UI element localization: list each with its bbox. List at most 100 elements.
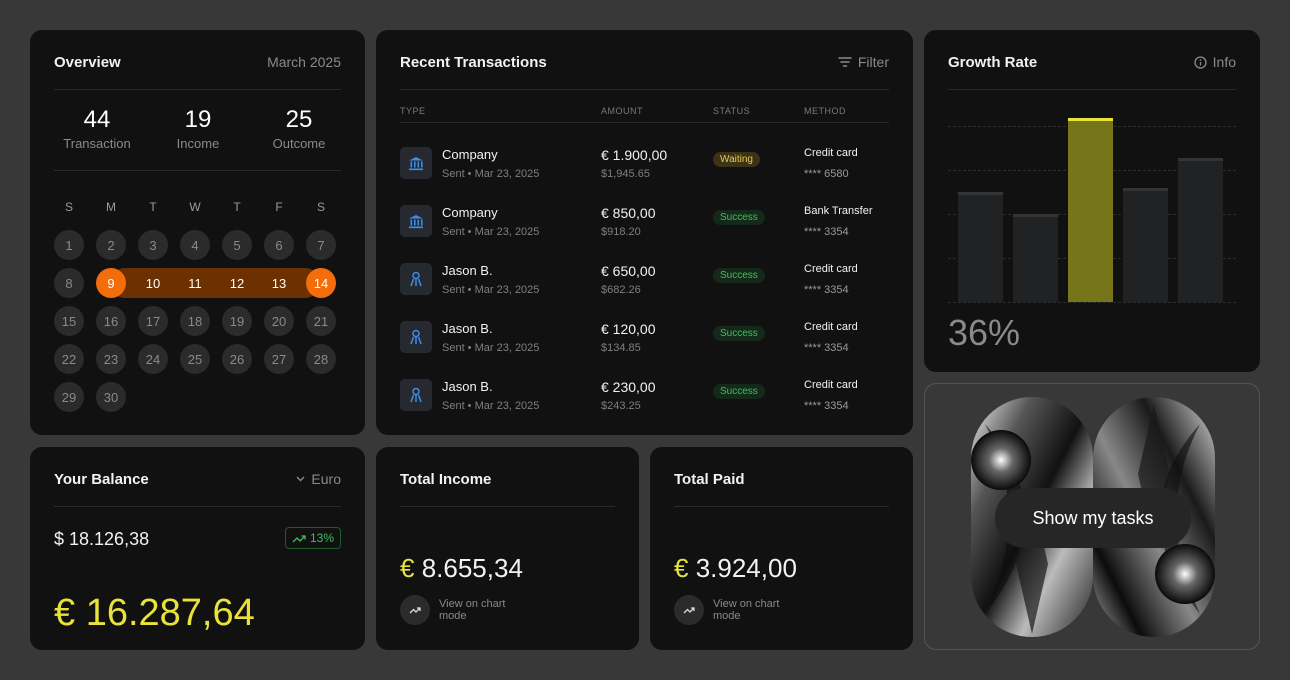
calendar-day[interactable]: 4 [180,230,210,260]
info-icon [1193,55,1207,69]
transaction-name: Jason B. [442,379,493,394]
calendar-day[interactable]: 12 [229,275,245,291]
table-row[interactable]: Company Sent • Mar 23, 2025 € 1.900,00 $1,9… [400,139,889,197]
stat-transaction: 44 Transaction [47,106,147,151]
table-row[interactable]: Jason B. Sent • Mar 23, 2025 € 230,00 $243.… [400,371,889,429]
status-badge: Waiting [713,152,760,167]
grid-line [948,302,1236,303]
col-method: METHOD [804,106,846,116]
currency-select-label: Euro [311,471,341,487]
change-value: 13% [309,531,334,545]
trend-up-icon [683,607,695,614]
payment-method: Bank Transfer [804,205,873,217]
transactions-title: Recent Transactions [400,54,547,71]
tasks-art-card: Show my tasks [924,383,1260,650]
total-paid-card: Total Paid € 3.924,00 View on chart mode [650,447,913,650]
weekday-label: M [106,200,116,214]
calendar-day[interactable]: 5 [222,230,252,260]
trend-circle [674,595,704,625]
stat-label: Income [176,136,220,151]
calendar-day[interactable]: 25 [180,344,210,374]
show-tasks-button[interactable]: Show my tasks [995,488,1191,548]
card-number: **** 3354 [804,400,849,412]
transaction-amount: € 850,00 [601,205,656,221]
calendar-day[interactable]: 22 [54,344,84,374]
stat-value: 25 [285,106,313,133]
calendar-day[interactable]: 1 [54,230,84,260]
filter-icon [838,57,852,67]
stat-label: Outcome [272,136,326,151]
overview-title: Overview [54,54,121,71]
transaction-amount: € 120,00 [601,321,656,337]
calendar-day[interactable]: 24 [138,344,168,374]
weekday-label: T [149,200,157,214]
calendar-day[interactable]: 2 [96,230,126,260]
calendar-day[interactable]: 13 [271,275,287,291]
filter-label: Filter [857,54,889,70]
calendar-day[interactable]: 20 [264,306,294,336]
card-number: **** 6580 [804,168,849,180]
transaction-date: Sent • Mar 23, 2025 [442,400,540,412]
info-button[interactable]: Info [1193,54,1236,70]
divider [674,506,889,507]
calendar-day[interactable]: 19 [222,306,252,336]
calendar-day[interactable]: 27 [264,344,294,374]
transaction-usd: $134.85 [601,342,641,354]
calendar-day[interactable]: 18 [180,306,210,336]
divider [400,89,889,90]
calendar-day[interactable]: 21 [306,306,336,336]
view-chart-button[interactable]: View on chart mode [674,595,783,625]
calendar-day[interactable]: 26 [222,344,252,374]
table-row[interactable]: Jason B. Sent • Mar 23, 2025 € 650,00 $682.… [400,255,889,313]
total-income-value: € 8.655,34 [400,553,523,584]
growth-value: 36% [948,312,1021,353]
payment-method: Credit card [804,379,858,391]
calendar-day[interactable]: 6 [264,230,294,260]
calendar-day[interactable]: 28 [306,344,336,374]
calendar-day[interactable]: 17 [138,306,168,336]
chevron-down-icon [296,476,305,482]
table-row[interactable]: Company Sent • Mar 23, 2025 € 850,00 $918.2… [400,197,889,255]
person-icon [400,321,432,353]
calendar-day[interactable]: 15 [54,306,84,336]
col-amount: AMOUNT [601,106,643,116]
transaction-date: Sent • Mar 23, 2025 [442,284,540,296]
table-row[interactable]: Jason B. Sent • Mar 23, 2025 € 120,00 $134.… [400,313,889,371]
growth-title: Growth Rate [948,54,1038,71]
transaction-amount: € 230,00 [601,379,656,395]
calendar-day[interactable]: 14 [306,268,336,298]
transaction-name: Jason B. [442,263,493,278]
calendar-day[interactable]: 11 [188,275,202,291]
transaction-date: Sent • Mar 23, 2025 [442,226,540,238]
calendar-day[interactable]: 10 [145,275,161,291]
bank-icon [400,205,432,237]
calendar-day[interactable]: 8 [54,268,84,298]
calendar-day[interactable]: 16 [96,306,126,336]
currency-select[interactable]: Euro [296,471,341,487]
calendar-day[interactable]: 7 [306,230,336,260]
view-chart-button[interactable]: View on chart mode [400,595,509,625]
overview-month[interactable]: March 2025 [267,54,341,70]
balance-usd: $ 18.126,38 [54,529,150,549]
transaction-usd: $1,945.65 [601,168,650,180]
trend-circle [400,595,430,625]
calendar-day[interactable]: 29 [54,382,84,412]
weekday-label: F [275,200,283,214]
divider [54,506,341,507]
change-badge: 13% [284,527,341,549]
person-icon [400,379,432,411]
transaction-usd: $918.20 [601,226,641,238]
stat-income: 19 Income [148,106,248,151]
calendar-day[interactable]: 30 [96,382,126,412]
transaction-date: Sent • Mar 23, 2025 [442,168,540,180]
calendar-day[interactable]: 3 [138,230,168,260]
currency-symbol: € [400,553,415,583]
calendar-day[interactable]: 9 [96,268,126,298]
status-badge: Success [713,326,765,341]
filter-button[interactable]: Filter [838,54,889,70]
divider [948,89,1236,90]
calendar-day[interactable]: 23 [96,344,126,374]
stat-value: 44 [83,106,111,133]
trend-up-icon [409,607,421,614]
bank-icon [400,147,432,179]
